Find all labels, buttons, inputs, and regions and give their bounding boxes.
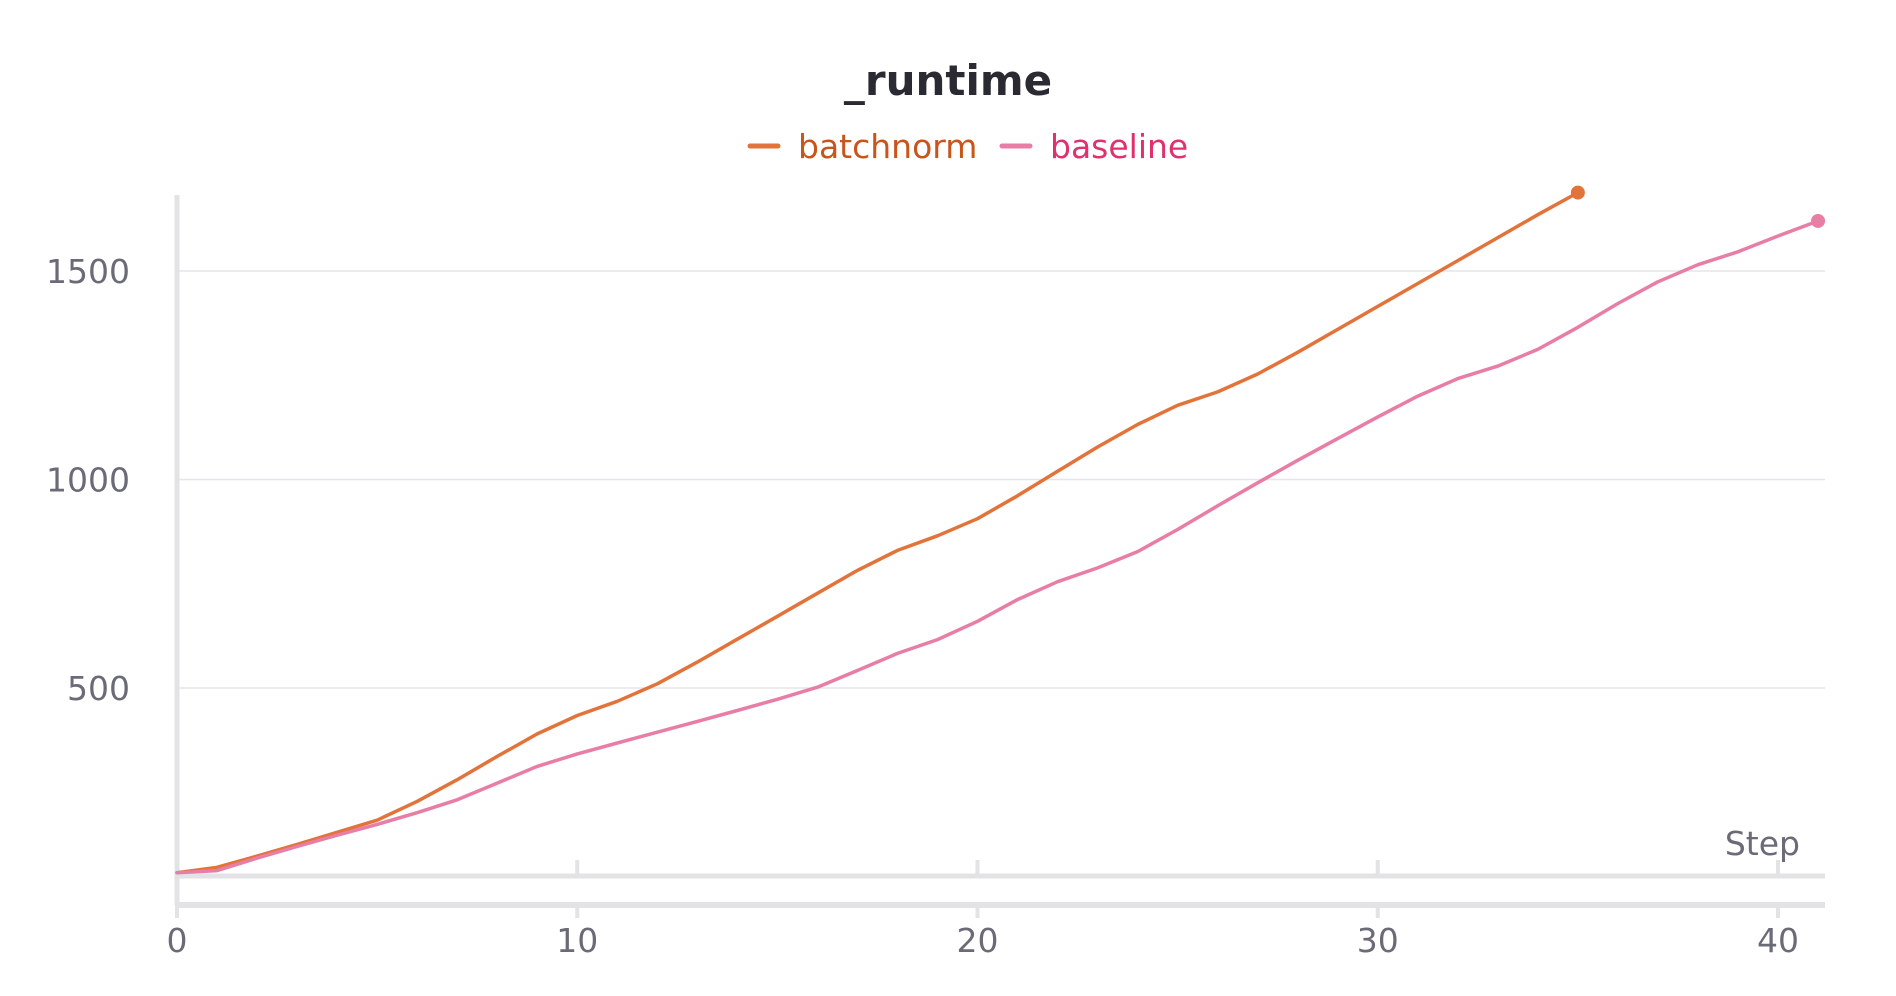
legend-label-batchnorm: batchnorm	[798, 127, 977, 166]
legend-label-baseline: baseline	[1050, 127, 1188, 166]
x-tick-label: 30	[1357, 921, 1399, 960]
x-tick-label: 40	[1757, 921, 1799, 960]
x-tick-label: 10	[556, 921, 598, 960]
gridlines	[177, 270, 1825, 689]
y-tick-label: 1000	[46, 461, 130, 500]
y-tick-label: 500	[67, 669, 130, 708]
legend: batchnorm baseline	[747, 127, 1188, 166]
x-tick-label: 0	[167, 921, 188, 960]
series-endpoint-batchnorm	[1570, 185, 1585, 200]
x-tick-label: 20	[957, 921, 999, 960]
axes: 500 1000 1500 0 10 20 30 40	[46, 195, 1825, 960]
y-tick-label: 1500	[46, 252, 130, 291]
chart-title: _runtime	[844, 56, 1052, 105]
series-endpoint-baseline	[1811, 213, 1826, 228]
series-line-batchnorm	[175, 190, 1580, 875]
plot-area	[175, 185, 1826, 875]
series-line-baseline	[175, 219, 1820, 875]
x-axis-title: Step	[1725, 824, 1800, 863]
